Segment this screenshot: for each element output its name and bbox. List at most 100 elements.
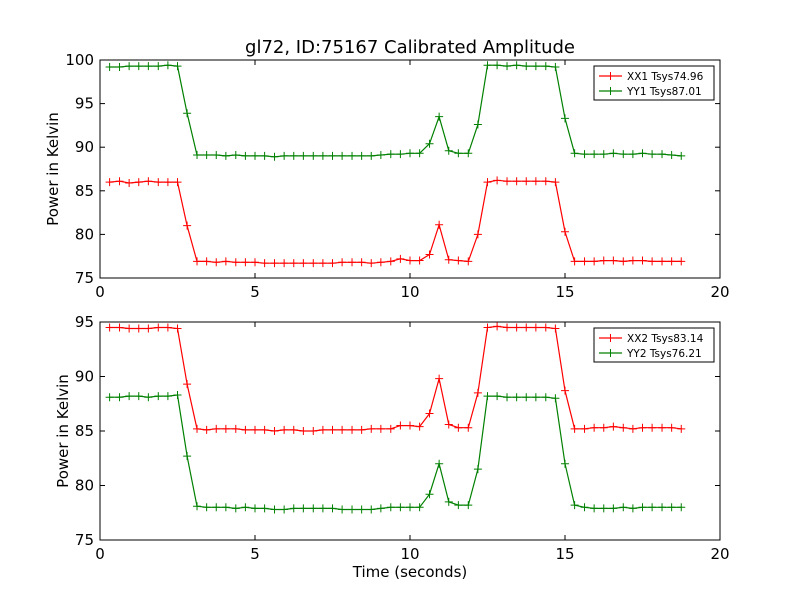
top-series-1-point (531, 62, 540, 71)
top-series-0-point (503, 177, 512, 186)
bottom-y-axis-label: Power in Kelvin (54, 374, 72, 488)
bottom-series-0-point (357, 425, 366, 434)
top-series-1-point (260, 151, 269, 160)
bottom-series-1-point (677, 503, 686, 512)
top-series-1-point (241, 151, 250, 160)
bottom-series-1-point (260, 504, 269, 513)
bottom-series-0-point (658, 423, 667, 432)
top-series-0-point (299, 259, 308, 268)
bottom-series-1-point (309, 504, 318, 513)
top-series-1-point (134, 62, 143, 71)
bottom-series-0-point (648, 423, 657, 432)
bottom-legend-label: YY2 Tsys76.21 (626, 348, 702, 360)
top-series-0-point (260, 259, 269, 268)
bottom-series-1-point (658, 503, 667, 512)
bottom-series-0-point (386, 424, 395, 433)
top-series-1-point (561, 114, 569, 123)
top-series-0-point (551, 178, 560, 187)
top-series-0-point (444, 255, 453, 264)
top-series-1-point (270, 152, 279, 161)
top-series-1-point (503, 62, 512, 71)
bottom-series-0-point (580, 424, 589, 433)
bottom-series-1-point (619, 503, 628, 512)
top-series-0-point (531, 177, 540, 186)
top-series-1-point (541, 62, 550, 71)
bottom-y-tick-label: 95 (75, 313, 94, 331)
bottom-series-0-point (367, 424, 376, 433)
top-y-tick-label: 100 (65, 51, 94, 69)
top-series-1-point (406, 149, 414, 158)
bottom-series-0-point (609, 422, 618, 431)
top-series-0-point (677, 257, 686, 266)
top-series-1-point (638, 149, 647, 158)
bottom-series-0-point (493, 322, 502, 331)
top-series-1-point (125, 62, 134, 71)
top-series-1-point (425, 139, 434, 148)
bottom-series-0-point (154, 323, 163, 332)
bottom-series-1-point (444, 497, 453, 506)
top-series-1-point (318, 151, 327, 160)
bottom-series-1-point (551, 394, 560, 403)
top-series-1-point (338, 151, 347, 160)
bottom-series-1-point (134, 392, 143, 401)
top-series-0-point (386, 257, 395, 266)
bottom-series-1-point (251, 504, 259, 513)
top-series-0-point (658, 257, 667, 266)
bottom-series-0-point (473, 388, 482, 397)
bottom-series-0-point (503, 323, 512, 332)
top-series-0-point (512, 177, 521, 186)
top-series-0-point (338, 258, 347, 267)
bottom-y-tick-label: 85 (75, 422, 94, 440)
bottom-legend-marker (607, 334, 615, 342)
bottom-series-0-point (144, 324, 153, 333)
top-series-0-point (376, 258, 385, 267)
top-series-1-point (299, 151, 308, 160)
top-series-1-point (212, 151, 221, 160)
bottom-x-tick-label: 20 (710, 545, 729, 563)
top-y-tick-label: 80 (75, 225, 94, 243)
top-legend: XX1 Tsys74.96 YY1 Tsys87.01 (593, 65, 715, 101)
bottom-series-1-point (570, 501, 579, 510)
top-series-1-point (348, 151, 357, 160)
bottom-series-0-point (396, 421, 405, 430)
bottom-series-0-point (193, 424, 202, 433)
bottom-y-tick-label: 75 (75, 531, 94, 549)
top-legend-marker (607, 87, 615, 95)
top-series-0-point (183, 221, 192, 230)
top-series-1-point (289, 151, 298, 160)
top-series-1-point (677, 151, 686, 160)
top-series-0-point (667, 257, 676, 266)
top-y-tick-label: 85 (75, 182, 94, 200)
bottom-legend: XX2 Tsys83.14 YY2 Tsys76.21 (593, 327, 715, 363)
top-series-0-point (493, 176, 502, 185)
top-series-1-point (367, 151, 376, 160)
top-y-tick-label: 75 (75, 269, 94, 287)
top-series-0-point (464, 257, 473, 266)
bottom-series-0-point (551, 324, 560, 333)
top-series-0-point (221, 257, 230, 266)
bottom-series-1-point (105, 393, 114, 402)
bottom-series-1-point (531, 393, 540, 402)
bottom-series-1-point (144, 393, 153, 402)
top-series-0-point (348, 258, 357, 267)
bottom-series-0-point (425, 409, 434, 418)
top-y-tick-label: 95 (75, 95, 94, 113)
bottom-series-1-point (493, 392, 502, 401)
top-series-1-point (221, 151, 230, 160)
top-y-axis-label: Power in Kelvin (44, 112, 62, 226)
top-series-0-point (435, 220, 444, 229)
top-series-1-point (280, 151, 289, 160)
top-series-0-point (270, 259, 279, 268)
bottom-series-1-point (396, 503, 405, 512)
top-series-1-point (115, 62, 124, 71)
bottom-series-0-point (318, 425, 327, 434)
top-series-1-point (309, 151, 318, 160)
bottom-series-1-point (163, 392, 172, 401)
top-series-0-point (367, 259, 376, 268)
bottom-series-1-point (183, 452, 192, 461)
bottom-series-0-point (115, 323, 124, 332)
bottom-series-1-point (202, 503, 211, 512)
bottom-series-1-point (193, 502, 202, 511)
bottom-series-1-point (241, 503, 250, 512)
